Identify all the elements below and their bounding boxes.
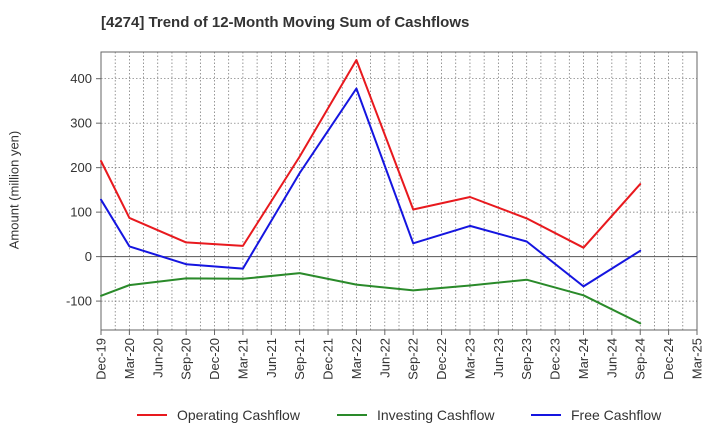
x-tick-label: Dec-24 bbox=[661, 338, 676, 380]
legend-item-investing: Investing Cashflow bbox=[337, 405, 495, 425]
y-tick-label: 200 bbox=[70, 160, 92, 175]
x-tick-label: Dec-21 bbox=[321, 338, 336, 380]
x-tick-label: Sep-22 bbox=[406, 338, 421, 380]
x-tick-label: Mar-23 bbox=[462, 338, 477, 379]
y-tick-label: 300 bbox=[70, 116, 92, 131]
legend-label-free: Free Cashflow bbox=[571, 407, 662, 423]
y-tick-label: 0 bbox=[85, 249, 92, 264]
x-tick-label: Mar-22 bbox=[349, 338, 364, 379]
x-tick-label: Jun-23 bbox=[491, 338, 506, 378]
series-line-free bbox=[100, 87, 642, 288]
x-tick-label: Sep-21 bbox=[292, 338, 307, 380]
y-tick-label: -100 bbox=[66, 294, 92, 309]
chart-title: [4274] Trend of 12-Month Moving Sum of C… bbox=[101, 14, 470, 31]
x-tick-label: Jun-21 bbox=[264, 338, 279, 378]
x-tick-label: Mar-25 bbox=[690, 338, 705, 379]
x-tick-label: Mar-24 bbox=[576, 338, 591, 379]
legend-swatch-operating bbox=[137, 414, 167, 416]
legend-swatch-free bbox=[531, 414, 561, 416]
x-tick-label: Sep-24 bbox=[633, 338, 648, 380]
series-line-investing bbox=[100, 272, 642, 325]
legend-label-operating: Operating Cashflow bbox=[177, 407, 300, 423]
x-tick-label: Dec-20 bbox=[207, 338, 222, 380]
x-tick-label: Jun-22 bbox=[377, 338, 392, 378]
y-tick-label: 400 bbox=[70, 71, 92, 86]
plot-frame bbox=[100, 51, 698, 331]
legend-item-free: Free Cashflow bbox=[531, 405, 661, 425]
x-tick-label: Jun-24 bbox=[604, 338, 619, 378]
x-tick-label: Sep-23 bbox=[519, 338, 534, 380]
legend-label-investing: Investing Cashflow bbox=[377, 407, 495, 423]
x-tick-label: Mar-20 bbox=[122, 338, 137, 379]
x-tick-label: Dec-19 bbox=[94, 338, 109, 380]
y-tick-label: 100 bbox=[70, 205, 92, 220]
legend: Operating Cashflow Investing Cashflow Fr… bbox=[0, 405, 720, 425]
x-tick-label: Sep-20 bbox=[179, 338, 194, 380]
legend-item-operating: Operating Cashflow bbox=[137, 405, 300, 425]
x-tick-label: Dec-22 bbox=[434, 338, 449, 380]
legend-swatch-investing bbox=[337, 414, 367, 416]
x-tick-label: Mar-21 bbox=[235, 338, 250, 379]
x-tick-label: Dec-23 bbox=[548, 338, 563, 380]
series-line-operating bbox=[100, 59, 642, 249]
x-tick-label: Jun-20 bbox=[150, 338, 165, 378]
